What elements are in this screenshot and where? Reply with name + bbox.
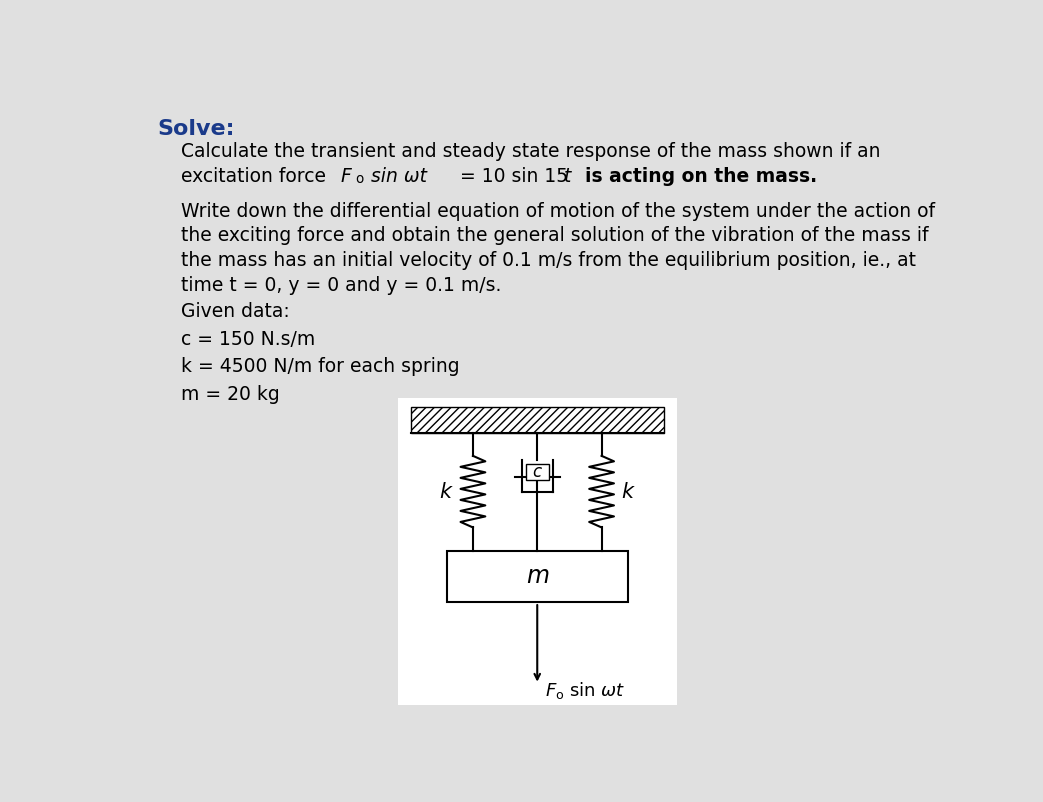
Bar [397,398,677,704]
Text: = 10 sin 15: = 10 sin 15 [454,167,567,186]
Bar [526,464,549,480]
Text: the exciting force and obtain the general solution of the vibration of the mass : the exciting force and obtain the genera… [180,226,928,245]
Text: $F_{\mathrm{o}}$ sin $\omega t$: $F_{\mathrm{o}}$ sin $\omega t$ [545,680,626,701]
Text: t: t [563,167,571,186]
Text: c = 150 N.s/m: c = 150 N.s/m [180,330,315,349]
Text: Given data:: Given data: [180,302,290,321]
Text: sin ωt: sin ωt [365,167,428,186]
Text: is acting on the mass.: is acting on the mass. [573,167,818,186]
Text: Write down the differential equation of motion of the system under the action of: Write down the differential equation of … [180,202,935,221]
Text: F: F [340,167,351,186]
Text: $m$: $m$ [526,565,549,589]
Text: excitation force: excitation force [180,167,332,186]
Bar [411,407,663,433]
Bar [446,550,628,602]
Text: o: o [355,172,363,187]
Text: the mass has an initial velocity of 0.1 m/s from the equilibrium position, ie., : the mass has an initial velocity of 0.1 … [180,251,916,270]
Text: $c$: $c$ [532,463,542,481]
Text: time t = 0, y = 0 and y = 0.1 m/s.: time t = 0, y = 0 and y = 0.1 m/s. [180,276,501,294]
Text: m = 20 kg: m = 20 kg [180,385,280,404]
Text: k = 4500 N/m for each spring: k = 4500 N/m for each spring [180,357,459,376]
Text: $k$: $k$ [439,482,454,501]
Text: $k$: $k$ [621,482,636,501]
Text: Calculate the transient and steady state response of the mass shown if an: Calculate the transient and steady state… [180,143,880,161]
Text: Solve:: Solve: [157,119,235,140]
